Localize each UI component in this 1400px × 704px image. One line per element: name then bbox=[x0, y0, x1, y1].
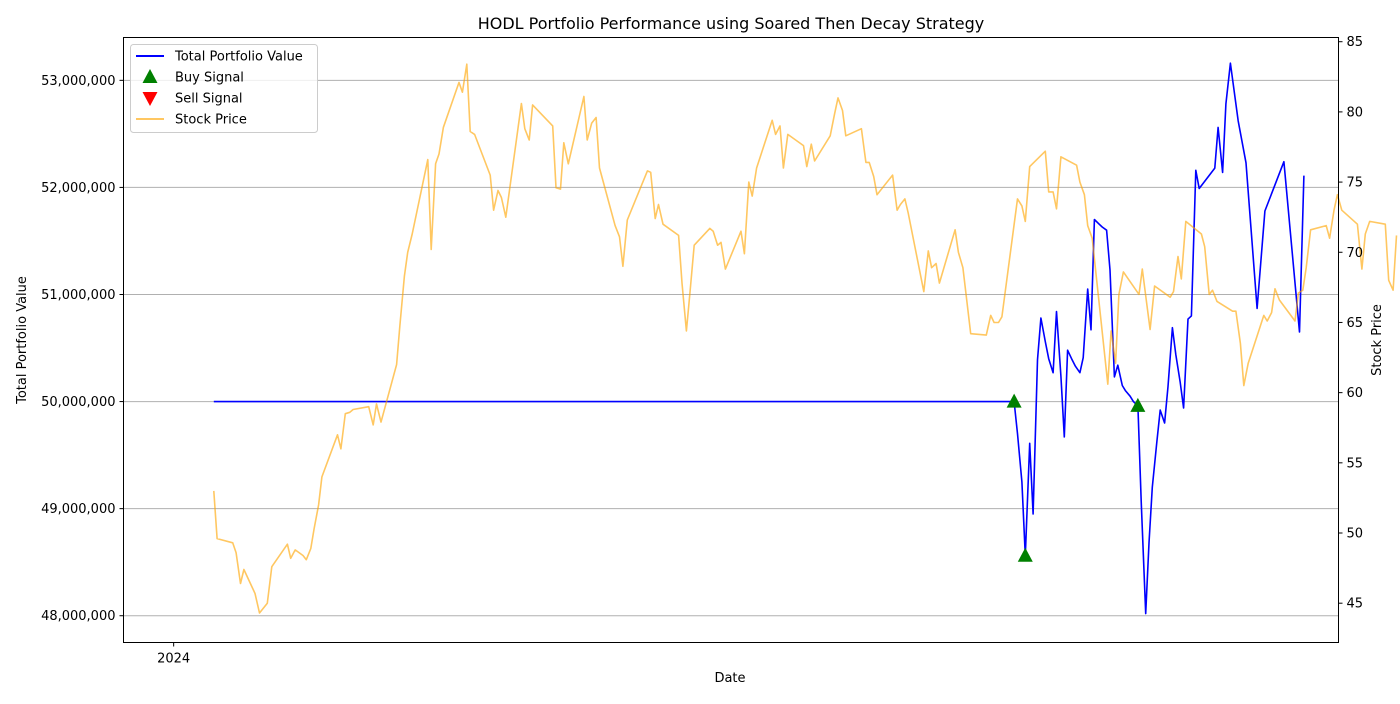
plot-frame bbox=[123, 37, 1339, 643]
buy-signal-marker bbox=[1017, 547, 1033, 562]
y-axis-title-left: Total Portfolio Value bbox=[15, 276, 30, 405]
plot-layer bbox=[213, 62, 1398, 615]
legend-label: Buy Signal bbox=[175, 71, 244, 86]
legend: Total Portfolio Value Buy Signal Sell Sign… bbox=[130, 44, 318, 133]
x-tick-label: 2024 bbox=[157, 652, 190, 667]
y-tick-label-right: 65 bbox=[1347, 316, 1364, 331]
y-tick-label-right: 80 bbox=[1347, 105, 1364, 120]
grid-layer bbox=[123, 79, 1339, 617]
y-tick-label-right: 85 bbox=[1347, 35, 1364, 50]
buy-signal-marker bbox=[1006, 393, 1022, 408]
legend-label: Sell Signal bbox=[175, 92, 243, 107]
axis-layer: 48,000,000 49,000,000 50,000,000 51,000,000… bbox=[41, 35, 1363, 666]
y-tick-label-right: 50 bbox=[1347, 527, 1364, 542]
stock-price-line bbox=[213, 63, 1398, 614]
y-tick-label-left: 53,000,000 bbox=[41, 74, 115, 89]
y-tick-label-left: 52,000,000 bbox=[41, 181, 115, 196]
legend-label: Total Portfolio Value bbox=[174, 50, 303, 65]
legend-box bbox=[130, 44, 318, 133]
legend-sell-marker bbox=[142, 92, 158, 106]
portfolio-value-line bbox=[213, 62, 1305, 615]
chart-title: HODL Portfolio Performance using Soared … bbox=[478, 14, 985, 33]
y-tick-label-left: 49,000,000 bbox=[41, 502, 115, 517]
legend-label: Stock Price bbox=[175, 113, 247, 128]
y-tick-label-left: 51,000,000 bbox=[41, 288, 115, 303]
y-tick-label-left: 48,000,000 bbox=[41, 609, 115, 624]
y-tick-label-right: 45 bbox=[1347, 597, 1364, 612]
y-tick-label-left: 50,000,000 bbox=[41, 395, 115, 410]
buy-signal-marker bbox=[1130, 397, 1146, 412]
y-tick-label-right: 75 bbox=[1347, 176, 1364, 191]
y-tick-label-right: 60 bbox=[1347, 386, 1364, 401]
y-tick-label-right: 55 bbox=[1347, 456, 1364, 471]
y-tick-label-right: 70 bbox=[1347, 246, 1364, 261]
x-axis-title: Date bbox=[714, 671, 745, 686]
legend-buy-marker bbox=[142, 69, 158, 83]
y-axis-title-right: Stock Price bbox=[1370, 304, 1385, 376]
